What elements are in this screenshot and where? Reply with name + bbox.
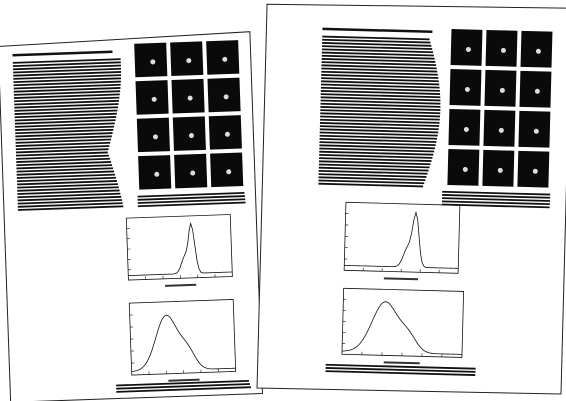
image-cell bbox=[170, 41, 203, 76]
image-cell bbox=[482, 150, 514, 187]
image-cell bbox=[448, 109, 480, 146]
image-cell bbox=[521, 31, 553, 68]
image-cell bbox=[450, 69, 482, 106]
image-cell bbox=[451, 29, 483, 66]
image-cell bbox=[207, 78, 240, 113]
image-cell bbox=[171, 79, 204, 114]
image-cell bbox=[134, 43, 167, 78]
image-cell bbox=[136, 80, 169, 115]
image-cell bbox=[206, 40, 239, 75]
image-cell bbox=[447, 149, 479, 186]
image-cell bbox=[138, 155, 171, 190]
image-cell bbox=[483, 110, 515, 147]
image-cell bbox=[517, 151, 549, 188]
image-cell bbox=[518, 111, 550, 148]
left-page bbox=[0, 32, 262, 401]
image-cell bbox=[174, 154, 207, 189]
image-cell bbox=[486, 30, 518, 67]
right-page bbox=[257, 0, 566, 396]
image-cell bbox=[519, 71, 551, 108]
image-cell bbox=[209, 115, 242, 150]
image-cell bbox=[210, 153, 243, 188]
image-cell bbox=[484, 70, 516, 107]
image-cell bbox=[137, 118, 170, 153]
image-cell bbox=[173, 116, 206, 151]
